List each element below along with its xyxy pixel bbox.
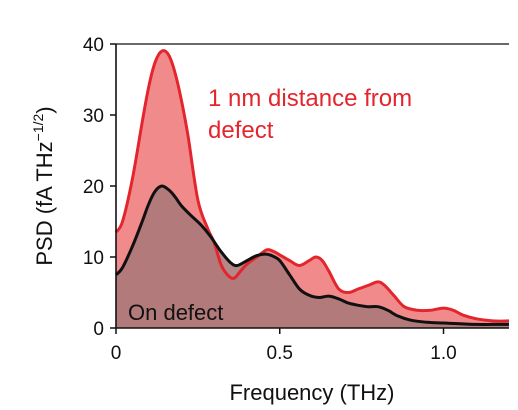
annotation-on-defect: On defect [128, 300, 223, 325]
y-axis-title-main: PSD (fA THz [32, 141, 57, 265]
x-tick-label: 0 [111, 343, 122, 364]
tick-layer: 0 10 20 30 40 0 0.5 1.0 [83, 35, 457, 364]
y-tick-label: 20 [83, 177, 104, 198]
x-axis-title: Frequency (THz) [229, 380, 394, 405]
y-axis-title: PSD (fA THz−1/2) [30, 106, 57, 265]
y-axis-title-exponent: −1/2 [30, 113, 46, 141]
series-black-line [114, 184, 509, 326]
series-red-line [114, 49, 510, 323]
x-tick-label: 0.5 [267, 343, 293, 364]
y-tick-label: 40 [83, 35, 104, 56]
series-black-area [116, 185, 509, 328]
annotation-defect: defect [208, 117, 274, 144]
series-layer [114, 49, 510, 328]
annotation-1nm-distance: 1 nm distance from [208, 85, 412, 112]
y-axis-title-close: ) [32, 106, 57, 113]
y-tick-label: 30 [83, 106, 104, 127]
x-tick-label: 1.0 [430, 343, 456, 364]
y-tick-label: 0 [93, 319, 104, 340]
y-tick-label: 10 [83, 248, 104, 269]
